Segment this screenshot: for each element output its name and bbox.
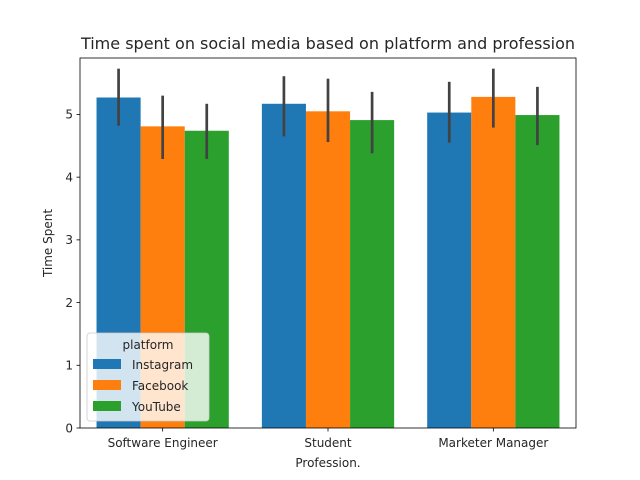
bar-instagram-2 (427, 112, 472, 428)
x-tick-label: Student (304, 436, 352, 450)
y-tick-label: 2 (65, 296, 73, 310)
y-tick-label: 3 (65, 233, 73, 247)
bar-youtube-2 (515, 115, 560, 428)
error-bars (117, 68, 539, 159)
legend: platform Instagram Facebook YouTube (86, 332, 210, 422)
y-tick-label: 1 (65, 359, 73, 373)
legend-swatch-youtube (93, 401, 121, 411)
legend-box (86, 332, 210, 422)
x-tick-label: Marketer Manager (438, 436, 548, 450)
x-axis: Software Engineer Student Marketer Manager (108, 428, 548, 450)
y-axis: 0 1 2 3 4 5 (65, 108, 80, 435)
x-axis-label: Profession. (295, 456, 360, 470)
legend-items: Instagram Facebook YouTube (93, 358, 193, 414)
legend-title: platform (123, 338, 174, 352)
bar-facebook-1 (305, 111, 351, 428)
y-tick-label: 4 (65, 170, 73, 184)
legend-label-instagram: Instagram (132, 358, 193, 372)
bars (96, 96, 560, 429)
y-tick-label: 5 (65, 108, 73, 122)
legend-swatch-instagram (93, 359, 121, 369)
legend-swatch-facebook (93, 380, 121, 390)
chart-title: Time spent on social media based on plat… (80, 34, 575, 53)
bar-youtube-1 (350, 120, 395, 428)
y-tick-label: 0 (65, 421, 73, 435)
bar-instagram-1 (261, 103, 306, 428)
legend-label-facebook: Facebook (132, 379, 188, 393)
y-axis-label: Time Spent (41, 209, 55, 278)
legend-label-youtube: YouTube (131, 400, 181, 414)
x-tick-label: Software Engineer (108, 436, 218, 450)
bar-facebook-2 (471, 96, 516, 429)
